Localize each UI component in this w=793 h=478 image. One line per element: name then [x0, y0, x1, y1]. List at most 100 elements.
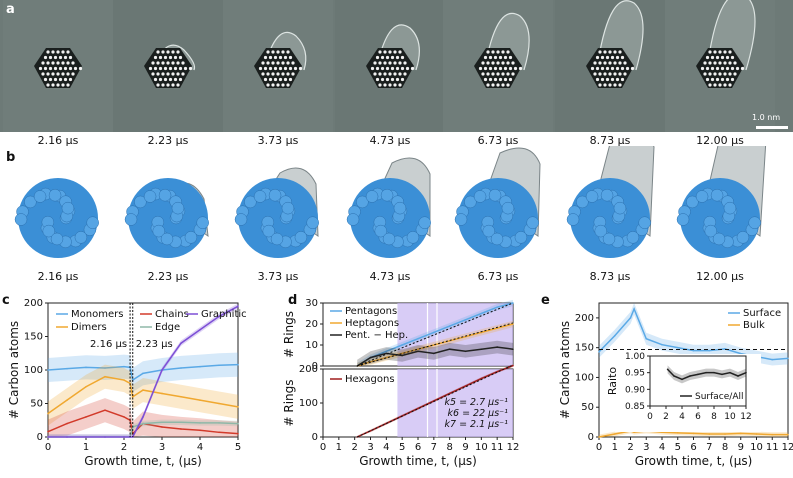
y-tick-label: 0 — [312, 361, 318, 372]
atom-column — [623, 72, 627, 76]
atom-column — [483, 66, 488, 71]
atom-column — [171, 61, 175, 65]
atom-column — [276, 61, 280, 65]
x-tick-label: 12 — [740, 412, 751, 422]
sim-atom — [482, 224, 496, 238]
atom-column — [713, 50, 717, 54]
atom-column — [281, 72, 285, 76]
sim-atom — [638, 216, 651, 229]
data-point — [180, 421, 182, 424]
panel-label-c: c — [2, 293, 10, 308]
data-point — [66, 422, 68, 425]
atom-column — [266, 61, 270, 65]
atom-column — [43, 77, 48, 82]
atom-column — [506, 61, 510, 65]
atom-column — [733, 61, 737, 65]
atom-column — [713, 72, 717, 76]
legend-entry: Monomers — [71, 309, 123, 320]
x-tick-label: 7 — [431, 442, 437, 453]
atom-column — [603, 50, 607, 54]
atom-column — [481, 61, 485, 65]
sim-atom — [613, 201, 627, 215]
data-point — [739, 432, 742, 435]
atom-column — [66, 61, 70, 65]
atom-column — [608, 72, 612, 76]
data-point — [161, 421, 163, 424]
atom-column — [46, 83, 50, 87]
atom-column — [53, 66, 58, 71]
series-band-monomers — [48, 352, 238, 393]
sim-atom — [380, 188, 394, 202]
atom-column — [58, 66, 63, 71]
sim-frame-7 — [676, 146, 767, 258]
atom-column — [503, 77, 508, 82]
atom-column — [605, 77, 610, 82]
atom-column — [38, 66, 43, 71]
sim-atom — [50, 232, 64, 246]
atom-column — [263, 55, 268, 60]
atom-column — [48, 66, 53, 71]
atom-column — [178, 55, 183, 60]
data-point — [676, 346, 679, 349]
y-tick-label: 0.95 — [625, 369, 645, 379]
sim-atom — [294, 231, 308, 244]
sim-atom — [454, 213, 468, 226]
atom-column — [61, 83, 65, 87]
atom-column — [498, 66, 503, 71]
atom-column — [390, 66, 395, 71]
data-point — [237, 363, 239, 366]
data-point — [123, 365, 125, 368]
y-axis-label: # Rings — [282, 311, 296, 358]
atom-column — [598, 72, 602, 76]
atom-column — [41, 72, 45, 76]
atom-column — [176, 83, 180, 87]
atom-column — [508, 77, 513, 82]
data-point — [180, 342, 182, 345]
atom-column — [605, 55, 610, 60]
atom-column — [483, 55, 488, 60]
atom-column — [281, 61, 285, 65]
atom-column — [400, 55, 405, 60]
y-tick-label: 0.85 — [625, 402, 645, 412]
tem-frame-6 — [555, 0, 665, 132]
atom-column — [298, 66, 303, 71]
atom-column — [288, 66, 293, 71]
y-tick-label: 1.00 — [625, 352, 645, 362]
data-point — [480, 312, 483, 315]
sim-atom — [501, 201, 515, 215]
atom-column — [378, 50, 382, 54]
sim-atom — [158, 188, 172, 202]
atom-column — [728, 61, 732, 65]
fit-line-hexagons — [356, 364, 514, 438]
legend-entry: Surface — [743, 308, 781, 319]
atom-column — [613, 61, 617, 65]
atom-column — [58, 77, 63, 82]
atom-column — [603, 83, 607, 87]
atom-column — [168, 77, 173, 82]
data-point — [771, 433, 774, 436]
atom-column — [595, 55, 600, 60]
atom-column — [598, 50, 602, 54]
data-point — [433, 344, 435, 346]
atom-column — [283, 66, 288, 71]
atom-column — [481, 72, 485, 76]
sim-atom — [676, 213, 690, 226]
data-point — [598, 351, 600, 353]
time-label-a-1: 2.16 μs — [37, 134, 79, 147]
atom-column — [278, 55, 283, 60]
atom-column — [156, 83, 160, 87]
data-point — [496, 346, 498, 348]
atom-column — [705, 77, 710, 82]
data-point — [369, 430, 372, 432]
atom-column — [486, 61, 490, 65]
tem-image-strip: 1.0 nm — [0, 0, 793, 132]
atom-column — [513, 66, 518, 71]
data-point — [464, 319, 467, 321]
atom-column — [66, 50, 70, 54]
atom-column — [56, 83, 60, 87]
atom-column — [373, 61, 377, 65]
x-tick-label: 1 — [612, 442, 618, 453]
atom-column — [271, 83, 275, 87]
